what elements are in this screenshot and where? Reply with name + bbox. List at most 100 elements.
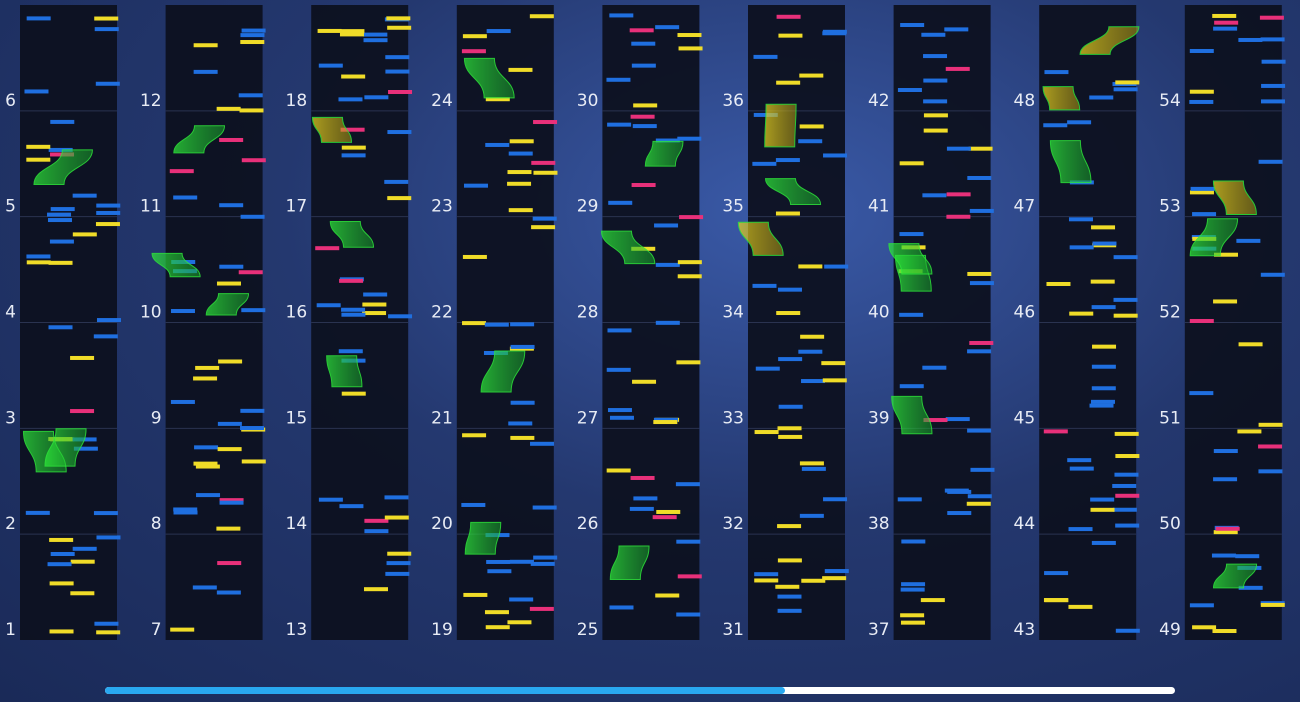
note	[1091, 225, 1116, 230]
column: 19 20 21 22 23 24	[431, 5, 558, 640]
note	[1068, 604, 1093, 609]
column: 43 44 45 46 47 48	[1014, 5, 1140, 640]
note	[462, 34, 487, 39]
note	[173, 195, 198, 200]
note	[219, 137, 244, 142]
note	[1258, 469, 1283, 474]
note	[507, 620, 532, 625]
measure-number: 42	[868, 91, 890, 111]
note	[341, 391, 366, 396]
note	[193, 376, 218, 381]
note	[1069, 466, 1094, 471]
note	[316, 303, 341, 308]
note	[362, 311, 387, 316]
note	[463, 592, 488, 597]
note	[49, 629, 74, 634]
note	[1067, 458, 1092, 463]
note	[676, 612, 701, 617]
note	[799, 513, 824, 518]
measure-number: 46	[1014, 303, 1036, 323]
column: 49 50 51 52 53 54	[1159, 5, 1286, 640]
note	[241, 28, 266, 33]
note	[238, 93, 263, 98]
note	[49, 239, 74, 244]
note	[1113, 87, 1138, 92]
note	[920, 598, 945, 603]
measure-number: 33	[722, 408, 744, 428]
note	[824, 264, 849, 269]
note	[1044, 598, 1069, 603]
note	[754, 578, 779, 583]
measure-number: 38	[868, 514, 890, 534]
note	[1213, 26, 1238, 31]
note	[655, 593, 680, 598]
note	[1214, 20, 1239, 25]
note	[387, 196, 412, 201]
note	[607, 408, 632, 413]
note	[967, 271, 992, 276]
note	[339, 278, 364, 283]
note	[240, 408, 265, 413]
measure-number: 52	[1159, 303, 1181, 323]
note	[677, 260, 702, 265]
note	[1115, 523, 1140, 528]
columns: 1234567891011121314151617181920212223242…	[5, 5, 1286, 640]
note	[47, 212, 72, 217]
note	[533, 170, 558, 175]
note	[462, 254, 487, 259]
note	[388, 314, 413, 319]
column: 37 38 39 40 41 42	[868, 5, 995, 640]
note	[338, 349, 363, 354]
note	[775, 158, 800, 163]
note	[969, 340, 994, 345]
note	[652, 515, 677, 520]
note	[1260, 272, 1285, 277]
note	[799, 461, 824, 466]
note	[1068, 527, 1093, 532]
note	[217, 561, 242, 566]
note	[485, 142, 510, 147]
note	[923, 418, 948, 423]
note	[341, 74, 366, 79]
note	[340, 127, 365, 132]
note	[1068, 217, 1093, 222]
note	[1261, 59, 1286, 64]
note	[384, 495, 409, 500]
note	[1258, 422, 1283, 427]
note	[1114, 472, 1139, 477]
note	[169, 169, 194, 174]
note	[1092, 344, 1117, 349]
measure-number: 24	[431, 91, 453, 111]
note	[1260, 99, 1285, 104]
note	[900, 23, 925, 28]
note	[655, 262, 680, 267]
note	[752, 283, 777, 288]
note	[240, 33, 265, 38]
note	[70, 591, 95, 596]
note	[630, 114, 655, 119]
note	[897, 497, 922, 502]
note	[677, 574, 702, 579]
note	[777, 524, 802, 529]
note	[754, 572, 779, 577]
note	[532, 216, 557, 221]
note	[531, 225, 556, 230]
measure-number: 31	[722, 620, 744, 640]
note	[50, 207, 75, 212]
note	[923, 128, 948, 133]
note	[385, 69, 410, 74]
note	[193, 43, 218, 48]
slide	[173, 125, 225, 154]
note	[967, 349, 992, 354]
slide	[326, 355, 363, 388]
note	[1212, 13, 1237, 18]
note	[1069, 311, 1094, 316]
note	[900, 620, 925, 625]
note	[629, 506, 654, 511]
note	[196, 493, 221, 498]
note	[822, 378, 847, 383]
note	[947, 511, 972, 516]
note	[1236, 238, 1261, 243]
note	[799, 124, 824, 129]
